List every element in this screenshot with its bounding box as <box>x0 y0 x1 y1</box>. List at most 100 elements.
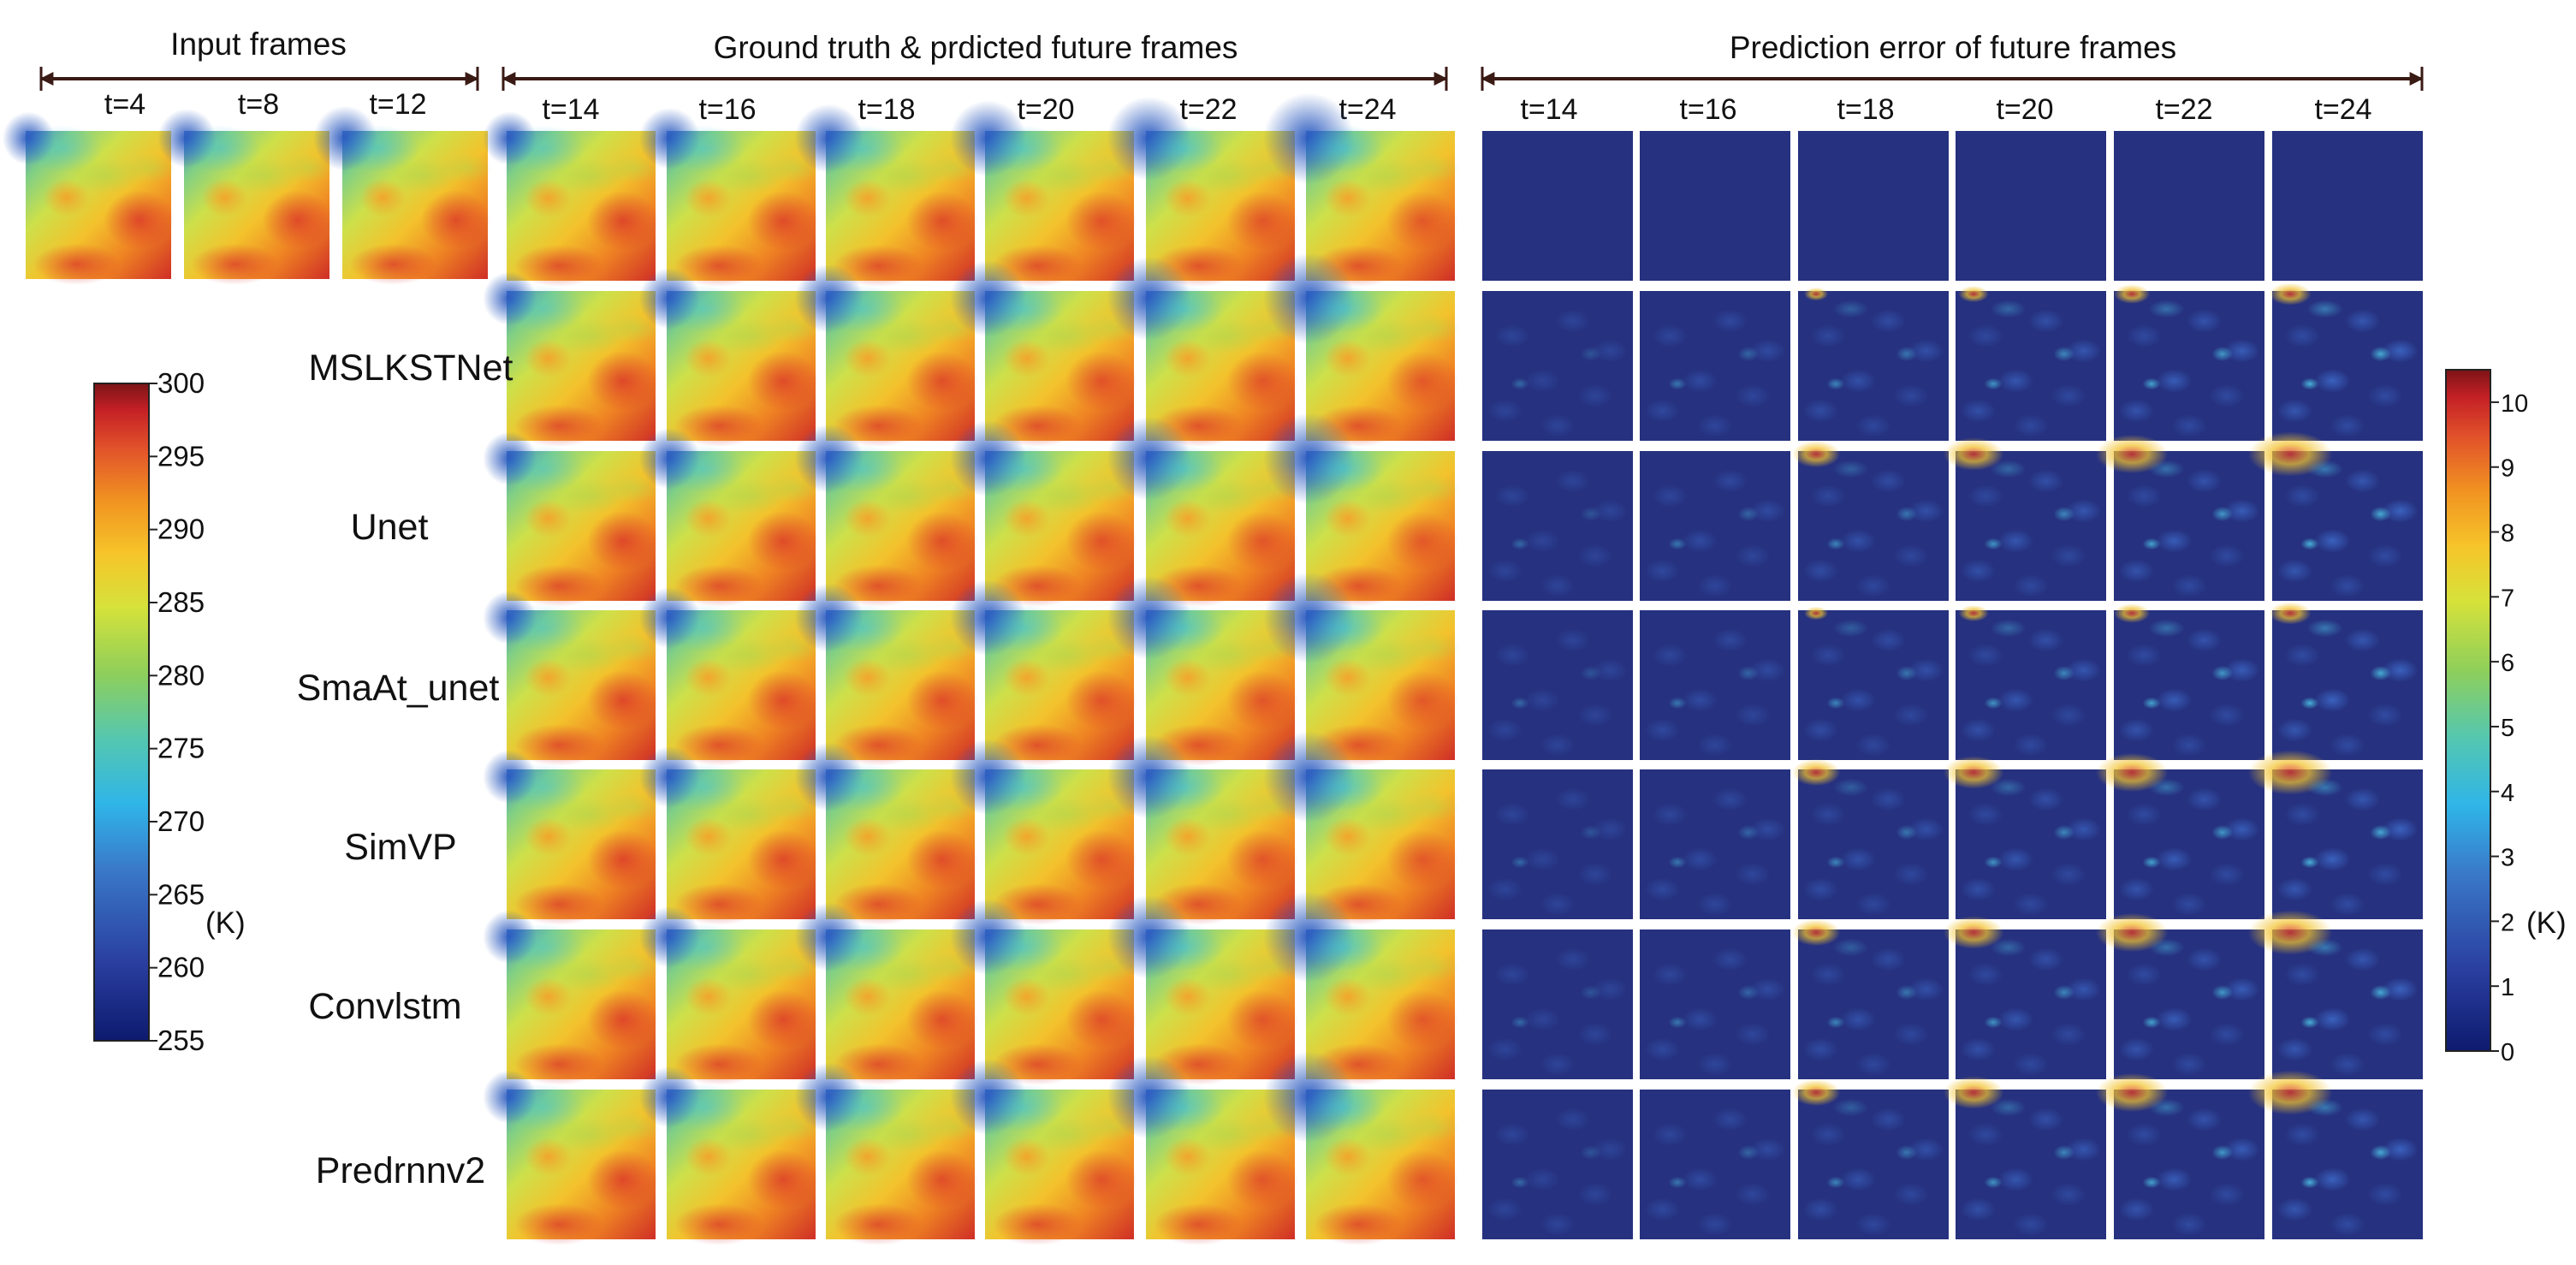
ground-truth-frame-panel <box>1263 92 1460 287</box>
input-frame-panel <box>2 111 176 285</box>
temperature-colorbar: 300 295 290 285 280 275 270 265 260 255 (K) <box>93 367 246 1056</box>
predicted-frame-panel <box>950 899 1139 1085</box>
colorbar-tick-label: 295 <box>157 440 205 472</box>
time-label: t=20 <box>1996 93 2053 126</box>
error-frame-panel <box>1956 604 2106 760</box>
section-title-input: Input frames <box>170 27 347 62</box>
colorbar-tick-label: 285 <box>157 586 205 618</box>
time-label: t=22 <box>2155 93 2212 126</box>
input-frames <box>2 105 493 285</box>
error-frame-panel <box>1943 1076 2106 1239</box>
predicted-frame-panel <box>794 742 980 925</box>
error-frame-panel <box>1798 131 1949 281</box>
colorbar-tick-label: 1 <box>2501 974 2514 1001</box>
predicted-frame-panel <box>794 1062 980 1245</box>
model-label-smaat-unet: SmaAt_unet <box>297 668 500 709</box>
time-label: t=8 <box>238 88 279 121</box>
error-frame-panel <box>1791 758 1949 919</box>
error-frame-panel <box>1956 285 2106 441</box>
ground-truth-frame-panel <box>638 107 821 287</box>
predicted-frame-panel <box>483 910 661 1085</box>
error-frame-panel <box>1791 1078 1949 1239</box>
predicted-frame-panel <box>1263 413 1460 607</box>
time-label: t=4 <box>104 88 145 121</box>
predicted-frame-panel <box>638 427 821 607</box>
error-frame-panel <box>1943 756 2106 919</box>
predicted-frame-panel <box>1263 891 1460 1085</box>
predicted-frame-panel <box>483 750 661 925</box>
colorbar-tick-label: 7 <box>2501 585 2514 612</box>
predicted-frame-panel <box>950 739 1139 925</box>
predicted-frame-panel <box>483 271 661 447</box>
error-frame-panel <box>1956 131 2106 281</box>
predicted-frame-panel <box>638 267 821 447</box>
colorbar-tick-label: 290 <box>157 514 205 545</box>
predicted-frame-panel <box>638 1066 821 1245</box>
error-frame-panel <box>2114 131 2264 281</box>
colorbar-tick-label: 9 <box>2501 455 2514 483</box>
error-frame-panel <box>2269 602 2423 760</box>
time-label: t=12 <box>369 88 426 121</box>
colorbar-tick-label: 255 <box>157 1024 205 1056</box>
error-frame-panel <box>1640 131 1790 281</box>
error-frame-panel <box>2095 1072 2264 1239</box>
colorbar-tick-label: 270 <box>157 805 205 837</box>
model-label-predrnnv2: Predrnnv2 <box>316 1150 485 1191</box>
colorbar-tick-label: 275 <box>157 733 205 764</box>
time-label: t=20 <box>1017 93 1074 126</box>
error-frame-panel <box>1943 437 2106 601</box>
predicted-frame-panel <box>794 424 980 607</box>
predicted-frame-panel <box>950 420 1139 607</box>
predicted-frame-panel <box>1263 572 1460 766</box>
error-frame-panel <box>1640 929 1790 1079</box>
time-label: t=24 <box>2314 93 2371 126</box>
time-labels-error: t=14 t=16 t=18 t=20 t=22 t=24 <box>1520 93 2371 126</box>
error-colorbar-gradient <box>2445 369 2491 1052</box>
error-frame-panel <box>2247 750 2423 919</box>
time-label: t=14 <box>542 93 599 126</box>
time-label: t=16 <box>698 93 756 126</box>
predicted-frame-panel <box>950 260 1139 447</box>
predicted-frame-panel <box>638 745 821 925</box>
error-frame-panel <box>2095 752 2264 919</box>
predicted-frame-panel <box>638 906 821 1085</box>
section-header-input: Input frames <box>39 27 479 91</box>
error-frame-panel <box>1640 1090 1790 1239</box>
error-frame-panel <box>1482 929 1633 1079</box>
colorbar-tick-label: 300 <box>157 367 205 399</box>
colorbar-tick-label: 280 <box>157 659 205 691</box>
error-frame-panel <box>1482 769 1633 919</box>
error-frame-panel <box>2095 434 2264 601</box>
predicted-frame-panel <box>950 1059 1139 1245</box>
error-frame-panel <box>2247 910 2423 1079</box>
model-label-unet: Unet <box>351 507 429 548</box>
colorbar-tick-label: 6 <box>2501 650 2514 677</box>
time-label: t=14 <box>1520 93 1577 126</box>
error-frame-panel <box>1482 451 1633 601</box>
error-frame-panel <box>2095 912 2264 1079</box>
error-frame-panel <box>1482 131 1633 281</box>
predicted-frame-panel <box>483 1070 661 1245</box>
error-frame-panel <box>2114 603 2264 760</box>
predicted-frame-panel <box>483 591 661 766</box>
predicted-frame-panel <box>638 586 821 766</box>
colorbar-tick-label: 2 <box>2501 909 2514 936</box>
error-frame-panel <box>1798 606 1949 760</box>
temperature-colorbar-unit: (K) <box>205 906 246 940</box>
colorbar-tick-label: 5 <box>2501 715 2514 742</box>
error-frame-panel <box>2247 431 2423 601</box>
future-frames-grid <box>483 92 1460 1245</box>
error-frame-panel <box>2269 282 2423 441</box>
predicted-frame-panel <box>483 431 661 607</box>
temperature-colorbar-ticks: 300 295 290 285 280 275 270 265 260 255 <box>149 367 205 1056</box>
ground-truth-frame-panel <box>483 111 661 287</box>
colorbar-tick-label: 260 <box>157 952 205 983</box>
time-label: t=18 <box>1837 93 1894 126</box>
error-frame-panel <box>1482 291 1633 441</box>
time-label: t=18 <box>858 93 915 126</box>
colorbar-tick-label: 8 <box>2501 520 2514 548</box>
error-frame-panel <box>1640 769 1790 919</box>
predicted-frame-panel <box>1263 731 1460 925</box>
colorbar-tick-label: 3 <box>2501 845 2514 872</box>
